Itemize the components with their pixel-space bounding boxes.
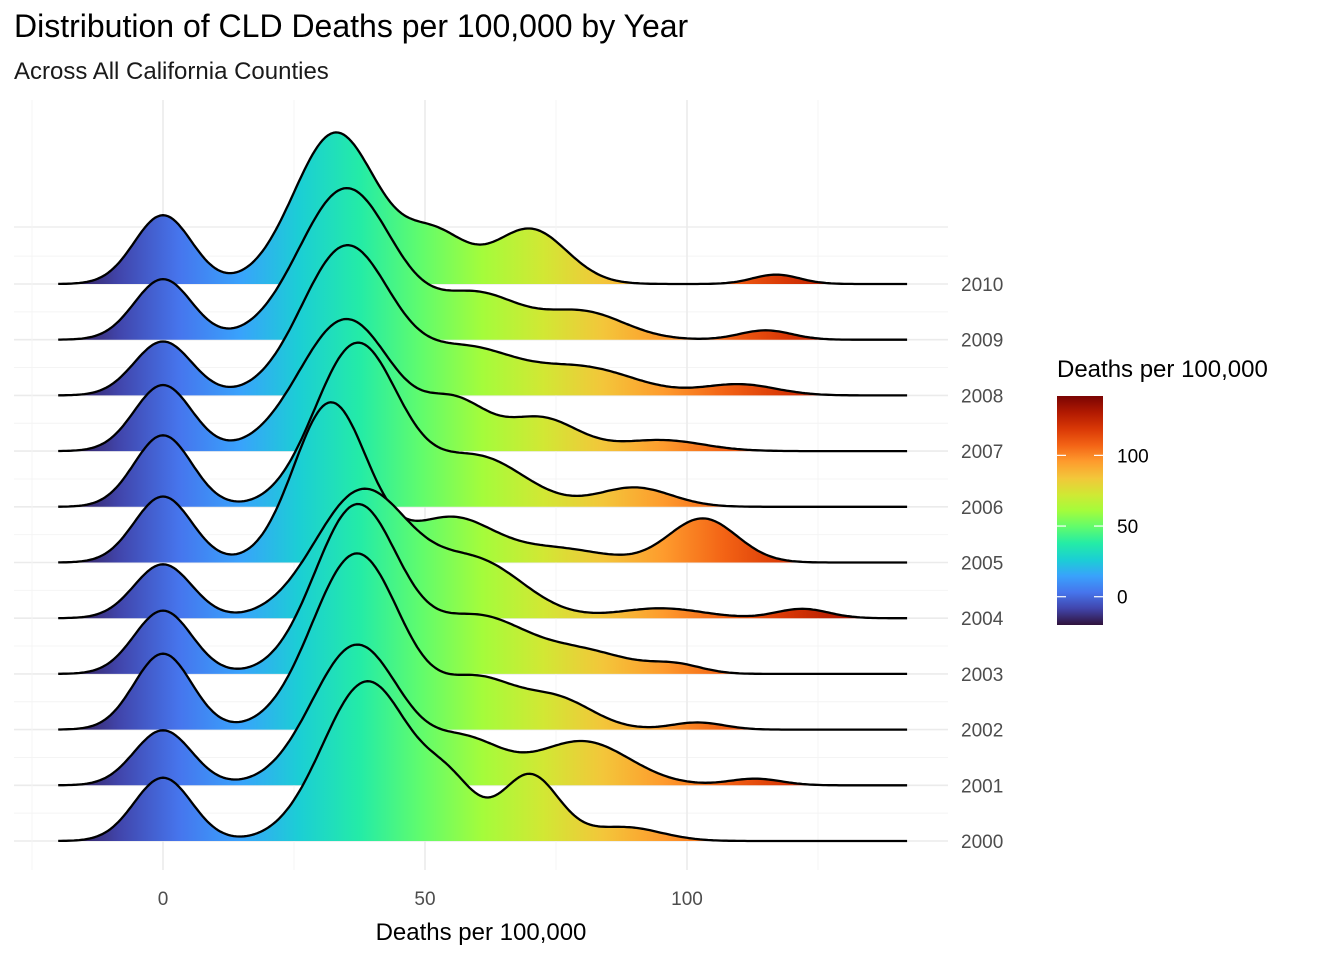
ridge-line-2009 — [58, 186, 908, 341]
ridge-area-2000 — [58, 681, 908, 841]
y-tick-label: 2003 — [961, 665, 1003, 686]
y-tick-label: 2010 — [961, 275, 1003, 296]
ridge-area-2008 — [58, 245, 908, 396]
color-legend: Deaths per 100,000 0 50 100 — [1057, 356, 1268, 625]
y-tick-label: 2005 — [961, 554, 1003, 575]
chart-title: Distribution of CLD Deaths per 100,000 b… — [14, 8, 689, 44]
y-tick-label: 2009 — [961, 331, 1003, 352]
ridge-line-2006 — [58, 341, 908, 508]
ridges — [58, 131, 908, 843]
x-axis-title: Deaths per 100,000 — [376, 919, 587, 946]
y-tick-label: 2006 — [961, 498, 1003, 519]
ridge-line-2010 — [58, 131, 908, 286]
legend-title: Deaths per 100,000 — [1057, 356, 1268, 383]
ridge-line-2002 — [58, 552, 908, 731]
y-tick-label: 2007 — [961, 442, 1003, 463]
legend-tick-label: 0 — [1117, 588, 1128, 609]
chart-subtitle: Across All California Counties — [14, 58, 329, 85]
ridge-line-2003 — [58, 502, 908, 676]
ridge-area-2001 — [58, 644, 908, 786]
ridge-area-2003 — [58, 504, 908, 674]
legend-colorbar — [1057, 396, 1103, 625]
y-tick-label: 2002 — [961, 721, 1003, 742]
ridge-line-2007 — [58, 317, 908, 453]
ridge-area-2004 — [58, 488, 908, 619]
y-tick-label: 2004 — [961, 609, 1004, 630]
legend-tick-label: 50 — [1117, 517, 1138, 538]
legend-ticks: 0 50 100 — [1057, 446, 1149, 609]
ridge-area-2010 — [58, 132, 908, 284]
ridge-area-2006 — [58, 342, 908, 507]
ridge-line-2000 — [58, 680, 908, 843]
y-tick-label: 2000 — [961, 832, 1003, 853]
y-tick-label: 2001 — [961, 776, 1003, 797]
ridge-line-2001 — [58, 643, 908, 787]
ridge-area-2007 — [58, 319, 908, 452]
y-axis-ticks: 2000 2001 2002 2003 2004 2005 2006 2007 2008 2009… — [961, 275, 1004, 853]
legend-tick-label: 100 — [1117, 446, 1149, 467]
x-tick-label: 50 — [414, 889, 435, 910]
x-tick-label: 100 — [671, 889, 703, 910]
ridge-area-2009 — [58, 188, 908, 340]
ridge-line-2008 — [58, 244, 908, 397]
ridge-line-2005 — [58, 401, 908, 564]
y-tick-label: 2008 — [961, 386, 1003, 407]
x-tick-label: 0 — [158, 889, 169, 910]
ridge-line-2004 — [58, 487, 908, 620]
ridge-area-2002 — [58, 553, 908, 730]
x-axis-ticks: 0 50 100 — [158, 889, 703, 910]
